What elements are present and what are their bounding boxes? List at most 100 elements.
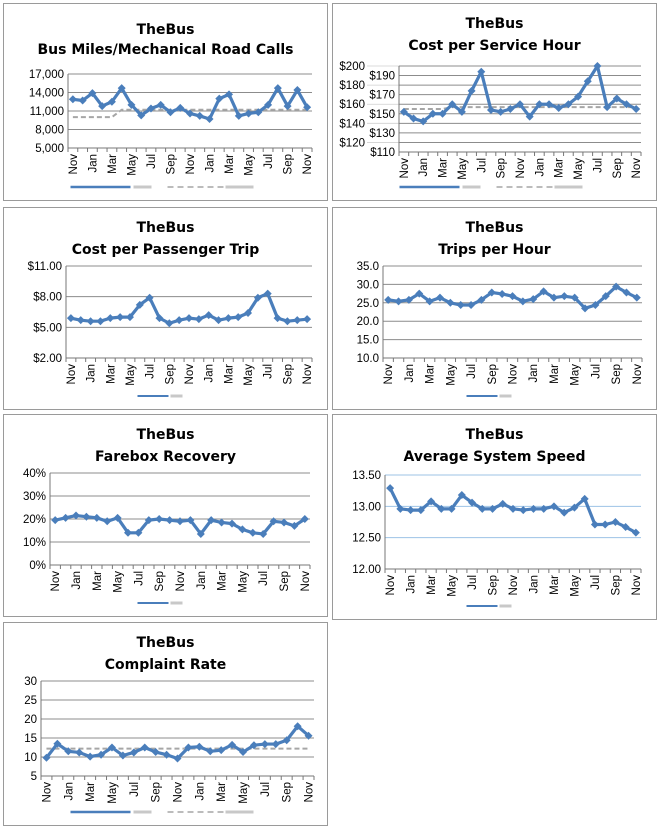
data-point	[165, 516, 174, 525]
x-tick-label: Jan	[528, 575, 540, 594]
chart-svg: TheBus Cost per Passenger Trip $2.00 $5.00 $…	[28, 220, 314, 398]
chart-title: TheBus	[466, 16, 524, 32]
data-point	[427, 497, 436, 506]
data-point	[508, 292, 517, 301]
data-point	[86, 317, 95, 326]
x-tick-label: Jan	[194, 782, 206, 801]
data-point	[621, 523, 630, 532]
data-point	[399, 107, 408, 116]
data-point	[186, 516, 195, 525]
data-point	[116, 313, 125, 322]
data-point	[456, 301, 465, 310]
x-tick-label: Jul	[263, 154, 275, 169]
data-point	[137, 111, 146, 120]
data-point	[419, 117, 428, 126]
x-tick-label: Jan	[87, 154, 99, 173]
data-point	[162, 750, 171, 759]
x-tick-label: Jan	[204, 364, 216, 383]
data-point	[217, 746, 226, 755]
y-tick-label: 5	[31, 771, 37, 783]
data-point	[96, 317, 105, 326]
x-tick-label: Nov	[385, 575, 397, 596]
y-tick-label: 13.00	[352, 501, 381, 513]
data-point	[103, 517, 112, 526]
data-point	[549, 293, 558, 302]
x-tick-label: Mar	[223, 364, 235, 384]
data-point	[113, 513, 122, 522]
chart-title: TheBus	[466, 427, 524, 443]
data-point	[303, 103, 312, 112]
y-tick-label: 11,000	[30, 106, 64, 118]
data-point	[570, 293, 579, 302]
data-point	[124, 528, 132, 537]
data-point	[394, 297, 403, 306]
legend-series-text	[170, 601, 183, 605]
data-point	[467, 301, 476, 310]
data-point	[583, 77, 592, 86]
data-point	[61, 513, 70, 522]
x-tick-label: May	[107, 782, 119, 804]
x-tick-label: Mar	[92, 571, 104, 591]
data-point	[622, 100, 631, 109]
data-point	[282, 736, 291, 745]
data-point	[293, 722, 302, 731]
data-point	[271, 740, 280, 749]
x-tick-label: Nov	[631, 158, 643, 179]
data-point	[304, 731, 313, 740]
data-point	[248, 528, 257, 537]
data-point	[549, 502, 558, 511]
series-line	[402, 64, 637, 124]
data-point	[554, 104, 563, 113]
data-point	[195, 742, 204, 751]
x-tick-label: May	[447, 575, 459, 597]
chart-svg: TheBus Bus Miles/Mechanical Road Calls 5,0…	[29, 22, 314, 189]
data-point	[234, 313, 243, 322]
data-point	[196, 529, 205, 538]
data-point	[173, 754, 182, 763]
data-point	[42, 753, 51, 762]
x-tick-label: Sep	[283, 154, 295, 174]
x-tick-label: Jan	[418, 158, 430, 177]
y-tick-label: 10	[24, 752, 37, 764]
x-tick-label: Jul	[258, 571, 270, 586]
chart-bus-miles-road-calls: TheBus Bus Miles/Mechanical Road Calls 5,0…	[3, 3, 328, 201]
data-point	[283, 102, 292, 111]
x-tick-label: Jul	[590, 575, 602, 590]
x-tick-label: Jul	[146, 154, 158, 169]
x-tick-label: Jan	[63, 782, 75, 801]
data-point	[488, 504, 497, 513]
data-point	[269, 517, 278, 526]
data-point	[184, 743, 193, 752]
data-point	[75, 748, 84, 757]
data-point	[92, 513, 101, 522]
y-tick-label: 25.0	[357, 298, 379, 310]
x-tick-label: Jul	[145, 364, 157, 379]
data-point	[234, 111, 243, 120]
data-point	[564, 100, 573, 109]
data-point	[496, 107, 505, 116]
x-tick-label: May	[457, 158, 469, 180]
y-tick-label: $160	[339, 99, 365, 111]
data-point	[581, 304, 590, 313]
x-tick-label: Mar	[217, 571, 229, 591]
data-point	[396, 504, 405, 513]
series-line	[45, 724, 310, 761]
data-point	[404, 295, 413, 304]
data-point	[260, 740, 269, 749]
x-tick-label: Jan	[534, 158, 546, 177]
y-tick-label: $150	[369, 109, 395, 121]
data-point	[509, 504, 517, 513]
data-point	[273, 314, 282, 323]
data-point	[435, 293, 444, 302]
data-point	[72, 511, 80, 520]
data-point	[107, 97, 116, 106]
x-tick-label: Sep	[496, 158, 508, 178]
x-tick-label: Nov	[302, 154, 314, 175]
data-point	[194, 315, 203, 324]
data-point	[406, 506, 415, 515]
x-tick-label: Mar	[224, 154, 236, 174]
data-point	[238, 525, 247, 534]
data-point	[384, 295, 393, 304]
legend-series-text	[133, 810, 152, 814]
y-tick-label: 13.50	[352, 470, 381, 482]
